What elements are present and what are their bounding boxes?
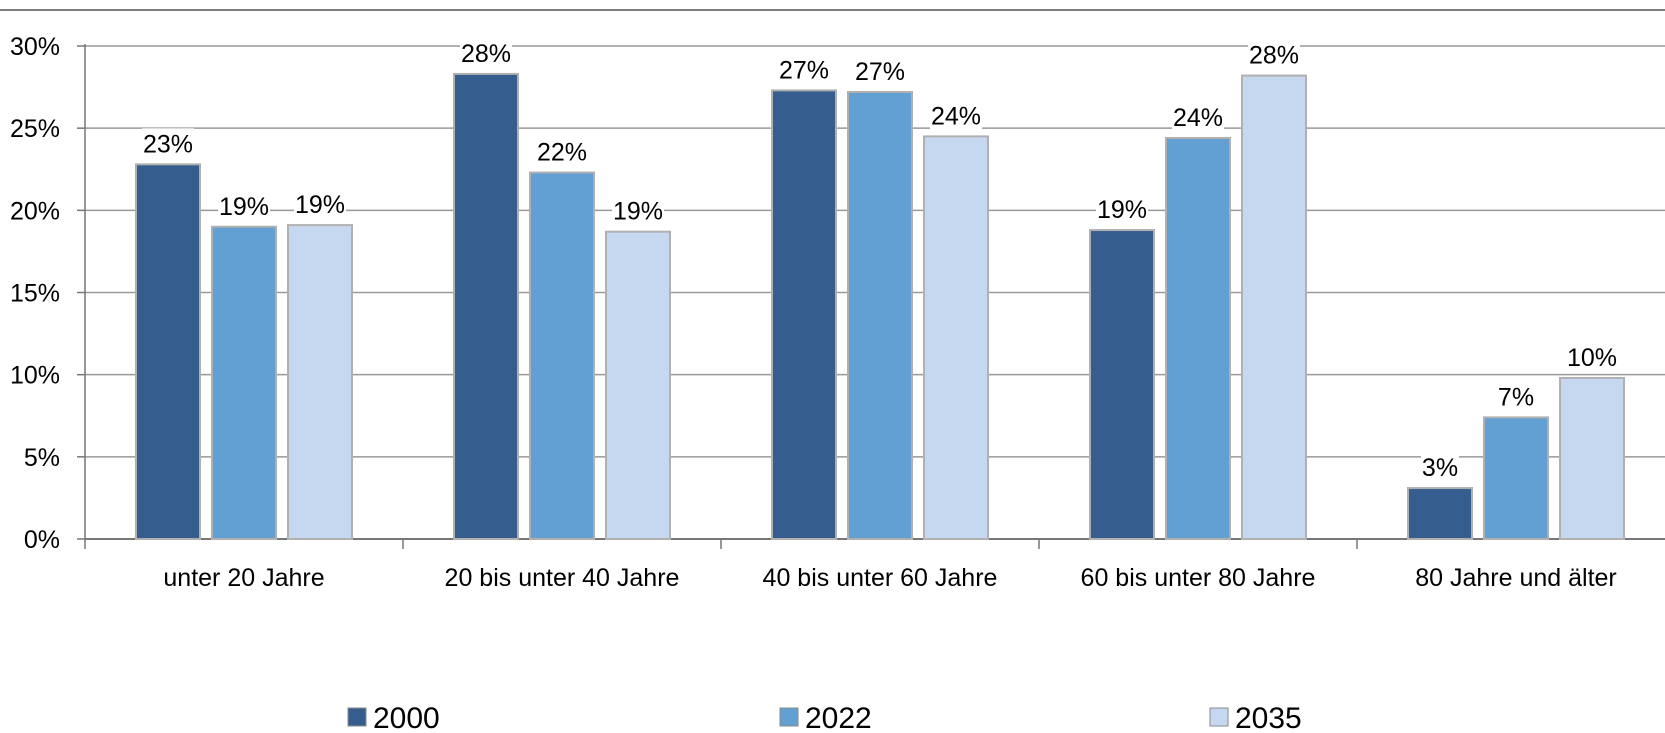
y-tick-label: 15%: [10, 280, 60, 308]
data-label-background: [218, 190, 270, 221]
data-label: 19%: [613, 198, 663, 226]
data-label-background: [930, 100, 982, 131]
x-tick-label: 40 bis unter 60 Jahre: [763, 564, 998, 592]
bar: [1241, 74, 1307, 541]
bar: [1165, 137, 1231, 540]
data-label-background: [1096, 194, 1148, 225]
data-label: 10%: [1567, 344, 1617, 372]
bars: [135, 72, 1625, 541]
data-label-background: [1566, 341, 1618, 372]
bar: [211, 225, 277, 540]
data-label: 19%: [1097, 196, 1147, 224]
data-label-background: [778, 54, 830, 85]
x-axis: unter 20 Jahre 20 bis unter 40 Jahre 40 bi…: [84, 538, 1665, 592]
x-tick-label: 60 bis unter 80 Jahre: [1081, 564, 1316, 592]
data-label-background: [1248, 39, 1300, 70]
data-label-background: [536, 136, 588, 167]
data-label: 7%: [1498, 383, 1534, 411]
data-label-background: [294, 189, 346, 220]
y-tick-label: 10%: [10, 362, 60, 390]
data-label: 27%: [779, 56, 829, 84]
data-label-background: [460, 37, 512, 68]
y-tick-label: 25%: [10, 115, 60, 143]
data-label-background: [1172, 102, 1224, 133]
data-label: 22%: [537, 139, 587, 167]
bar: [847, 91, 913, 540]
bar: [529, 171, 595, 541]
data-label-background: [612, 195, 664, 226]
data-labels: 23% 19% 19% 28% 22% 19% 27% 27% 24% 19% 24% 28% 3% 7%…: [142, 37, 1618, 483]
bar: [1483, 416, 1549, 541]
y-tick-label: 0%: [24, 526, 60, 554]
legend-label: 2022: [805, 702, 872, 733]
y-tick-label: 5%: [24, 444, 60, 472]
y-tick-label: 30%: [10, 33, 60, 61]
legend-swatch: [347, 707, 367, 727]
data-label: 3%: [1422, 454, 1458, 482]
bar: [771, 89, 837, 541]
y-tick-label: 20%: [10, 197, 60, 225]
bar: [1559, 376, 1625, 540]
bar: [1407, 487, 1473, 541]
legend-swatch: [1209, 707, 1229, 727]
data-label: 19%: [219, 193, 269, 221]
bar: [135, 163, 201, 540]
data-label: 28%: [1249, 42, 1299, 70]
bar: [1089, 229, 1155, 540]
data-label-background: [1497, 381, 1535, 412]
x-tick-label: 20 bis unter 40 Jahre: [445, 564, 680, 592]
y-axis: 0% 5% 10% 15% 20% 25% 30%: [10, 33, 86, 554]
data-label-background: [1421, 452, 1459, 483]
data-label: 24%: [1173, 104, 1223, 132]
data-label: 28%: [461, 40, 511, 68]
bar: [453, 72, 519, 540]
data-label: 24%: [931, 102, 981, 130]
data-label-background: [854, 56, 906, 87]
legend-label: 2000: [373, 702, 440, 733]
x-tick-label: 80 Jahre und älter: [1415, 564, 1617, 592]
data-label: 27%: [855, 58, 905, 86]
data-label: 19%: [295, 191, 345, 219]
x-tick-label: unter 20 Jahre: [163, 564, 324, 592]
legend: 2000 2022 2035: [347, 702, 1302, 733]
data-label-background: [142, 128, 194, 159]
legend-label: 2035: [1235, 702, 1302, 733]
bar: [605, 230, 671, 541]
data-label: 23%: [143, 130, 193, 158]
legend-swatch: [779, 707, 799, 727]
bar: [287, 224, 353, 541]
bar: [923, 135, 989, 540]
